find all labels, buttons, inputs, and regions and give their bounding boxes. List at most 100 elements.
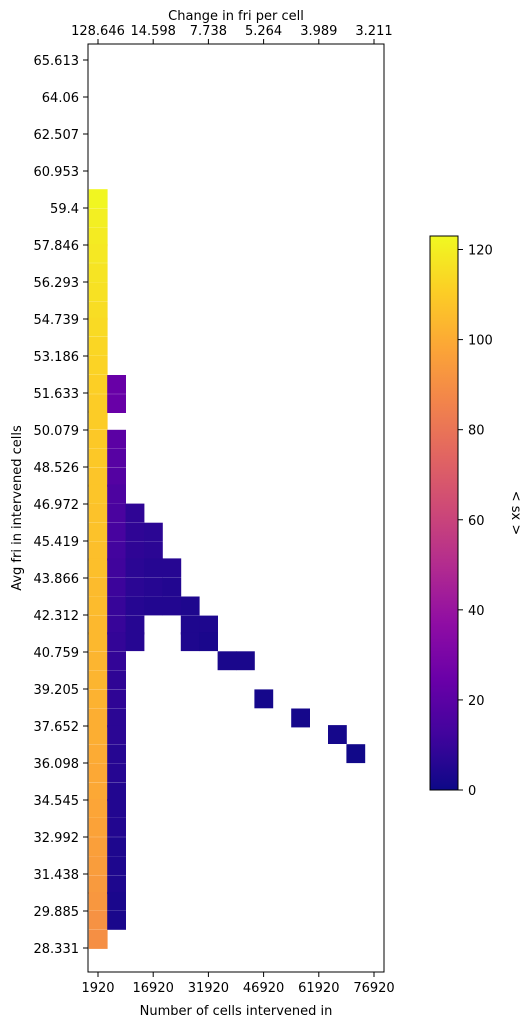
colorbar-tick-label: 80 <box>468 424 485 439</box>
heatmap-cell <box>88 263 108 282</box>
heatmap-cell <box>88 670 108 690</box>
heatmap-cell <box>217 651 237 671</box>
heatmap-cell <box>180 615 200 635</box>
heatmap-cell <box>107 763 126 783</box>
colorbar-label: < sx > <box>508 491 523 536</box>
heatmap-cell <box>107 467 126 487</box>
y-tick-label: 56.293 <box>34 276 80 291</box>
heatmap-cell <box>144 558 163 578</box>
heatmap-cell <box>88 596 108 616</box>
heatmap-cell <box>144 541 163 561</box>
x-top-tick-label: 3.211 <box>355 24 392 39</box>
y-tick-label: 39.205 <box>34 683 80 698</box>
heatmap-cell <box>88 818 108 837</box>
heatmap-cell <box>88 651 108 671</box>
heatmap-cell <box>88 227 108 247</box>
y-tick-label: 28.331 <box>34 942 80 957</box>
heatmap-cell <box>88 725 108 744</box>
heatmap-cell <box>125 522 145 542</box>
heatmap-cell <box>88 837 108 856</box>
y-tick-label: 40.759 <box>34 646 80 661</box>
heatmap-cell <box>88 355 108 375</box>
heatmap-cell <box>107 577 126 597</box>
heatmap-cell <box>88 910 108 930</box>
heatmap-cell <box>107 744 126 764</box>
x-tick-label: 76920 <box>353 981 394 996</box>
heatmap-cell <box>88 429 108 449</box>
plot-frame <box>87 43 385 973</box>
y-tick-label: 50.079 <box>34 424 80 439</box>
heatmap-cell <box>107 856 126 875</box>
heatmap-cell <box>162 596 182 616</box>
heatmap-cell <box>125 558 145 578</box>
heatmap-cell <box>125 503 145 523</box>
x-tick-label: 1920 <box>81 981 114 996</box>
y-tick-label: 53.186 <box>34 350 80 365</box>
heatmap-cell <box>125 577 145 597</box>
y-tick-label: 37.652 <box>34 720 80 735</box>
y-tick-label: 51.633 <box>34 387 80 402</box>
heatmap-cell <box>88 782 108 802</box>
colorbar-tick-label: 20 <box>468 694 485 709</box>
heatmap-cell <box>144 522 163 542</box>
y-tick-label: 64.06 <box>42 91 79 106</box>
heatmap-cell <box>107 670 126 690</box>
y-tick-label: 29.885 <box>34 905 80 920</box>
heatmap-cell <box>88 208 108 228</box>
heatmap-cell <box>88 189 108 209</box>
x-top-tick-label: 14.598 <box>130 24 176 39</box>
x-top-tick-label: 128.646 <box>71 24 125 39</box>
heatmap-cell <box>107 448 126 468</box>
heatmap-cell <box>107 910 126 930</box>
heatmap-cell <box>107 541 126 561</box>
heatmap-cell <box>107 429 126 449</box>
colorbar-tick-label: 40 <box>468 604 485 619</box>
y-tick-label: 62.507 <box>34 128 80 143</box>
y-tick-label: 57.846 <box>34 239 80 254</box>
heatmap-cell <box>199 632 218 652</box>
colorbar-tick-label: 100 <box>468 334 493 349</box>
x-tick-label: 31920 <box>188 981 229 996</box>
y-tick-label: 36.098 <box>34 757 80 772</box>
heatmap-cell <box>88 856 108 875</box>
y-tick-label: 45.419 <box>34 535 80 550</box>
y-tick-label: 34.545 <box>34 794 80 809</box>
heatmap-cell <box>107 596 126 616</box>
heatmap-cell <box>107 708 126 728</box>
heatmap-cell <box>125 615 145 635</box>
heatmap-cell <box>180 632 200 652</box>
heatmap-cell <box>88 375 108 394</box>
heatmap-cell <box>88 615 108 635</box>
y-tick-label: 59.4 <box>50 202 79 217</box>
y-tick-label: 42.312 <box>34 609 80 624</box>
y-tick-label: 46.972 <box>34 498 80 513</box>
heatmap-cell <box>107 782 126 802</box>
x-top-tick-label: 7.738 <box>190 24 227 39</box>
heatmap-cell <box>107 799 126 818</box>
heatmap-cell <box>88 763 108 783</box>
heatmap-cell <box>107 615 126 635</box>
heatmap-cell <box>162 558 182 578</box>
y-tick-label: 54.739 <box>34 313 80 328</box>
heatmap-cell <box>107 725 126 744</box>
heatmap-cell <box>107 651 126 671</box>
x-tick-label: 46920 <box>243 981 284 996</box>
heatmap-cell <box>88 448 108 468</box>
heatmap-cell <box>180 596 200 616</box>
heatmap-cell <box>328 725 347 744</box>
heatmap-cell <box>107 891 126 911</box>
heatmap-cell <box>107 632 126 652</box>
heatmap-cell <box>107 558 126 578</box>
heatmap-cell <box>125 632 145 652</box>
heatmap-cell <box>88 301 108 321</box>
heatmap-cell <box>107 875 126 895</box>
heatmap-cell <box>88 875 108 895</box>
heatmap-cell <box>236 651 255 671</box>
heatmap-cell <box>125 596 145 616</box>
colorbar-tick-label: 120 <box>468 244 493 259</box>
heatmap-cell <box>107 484 126 504</box>
x-tick-label: 16920 <box>133 981 174 996</box>
heatmap-cell <box>107 503 126 523</box>
colorbar-tick-label: 60 <box>468 514 485 529</box>
